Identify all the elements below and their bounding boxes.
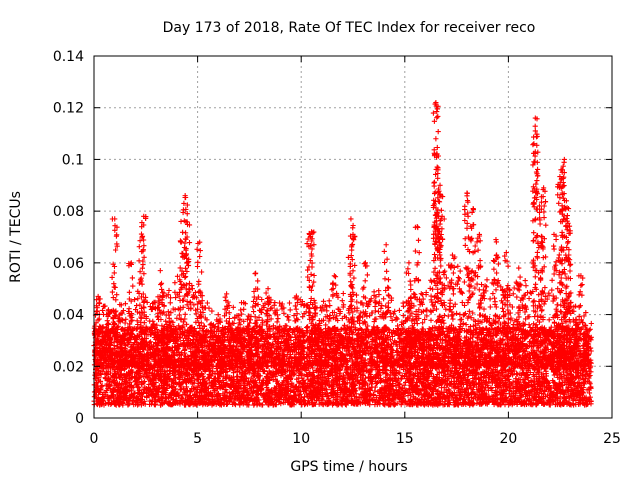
peak-point <box>308 229 315 235</box>
peak-point <box>536 203 543 209</box>
y-tick-label: 0.12 <box>53 101 84 117</box>
y-tick-label: 0.1 <box>62 152 84 168</box>
peak-point <box>141 213 147 219</box>
peak-point <box>541 185 547 191</box>
peak-point <box>532 128 538 134</box>
peak-point <box>532 115 538 121</box>
peak-point <box>561 156 567 163</box>
peak-point <box>516 265 522 271</box>
peak-point <box>439 213 445 219</box>
peak-point <box>224 291 230 297</box>
peak-point <box>182 193 188 199</box>
peak-point <box>265 286 271 292</box>
y-tick-label: 0.14 <box>53 49 84 65</box>
peak-point <box>565 205 572 212</box>
peak-point <box>178 218 184 225</box>
peak-point <box>551 231 557 238</box>
peak-point <box>559 167 565 173</box>
x-tick-label: 20 <box>499 431 517 447</box>
x-tick-label: 5 <box>193 431 202 447</box>
peak-point <box>112 216 118 222</box>
y-tick-label: 0.08 <box>53 204 84 220</box>
peak-point <box>449 252 456 258</box>
y-tick-labels: 0 0.02 0.04 0.06 0.08 0.1 0.12 0.14 <box>53 49 84 427</box>
peak-point <box>470 205 476 212</box>
peak-point <box>253 270 259 276</box>
axis-ticks <box>93 55 613 419</box>
peak-point <box>557 180 563 186</box>
peak-point <box>464 190 470 196</box>
peak-point <box>95 293 101 300</box>
peak-point <box>350 231 356 238</box>
peak-point <box>563 198 570 204</box>
peak-point <box>433 99 439 106</box>
peak-point <box>578 273 584 279</box>
chart-title: Day 173 of 2018, Rate Of TEC Index for r… <box>163 20 536 36</box>
peak-point <box>331 273 337 279</box>
y-axis-label: ROTI / TECUs <box>8 191 24 283</box>
data-points <box>91 99 594 408</box>
x-tick-labels: 0 5 10 15 20 25 <box>90 431 621 447</box>
y-tick-label: 0.04 <box>53 308 84 324</box>
peak-point <box>435 167 441 173</box>
peak-point <box>433 136 439 142</box>
x-tick-label: 25 <box>603 431 621 447</box>
y-tick-label: 0 <box>75 411 84 427</box>
scatter-markers <box>91 101 594 408</box>
peak-point <box>414 224 420 230</box>
peak-point <box>383 242 389 248</box>
peak-point <box>128 260 134 266</box>
peak-point <box>184 211 190 217</box>
y-tick-label: 0.02 <box>53 359 84 375</box>
peak-point <box>406 260 412 266</box>
x-axis-label: GPS time / hours <box>290 459 407 475</box>
peak-point <box>503 249 509 256</box>
peak-point <box>157 268 163 274</box>
x-tick-label: 0 <box>90 431 99 447</box>
peak-point <box>437 182 443 188</box>
y-tick-label: 0.06 <box>53 256 84 272</box>
peak-point <box>139 224 145 230</box>
peak-point <box>476 231 482 238</box>
plot-frame <box>93 55 613 419</box>
peak-point <box>197 239 203 245</box>
peak-point <box>348 216 354 222</box>
x-tick-label: 15 <box>396 431 414 447</box>
peak-point <box>493 236 499 243</box>
peak-point <box>362 260 369 266</box>
x-tick-label: 10 <box>292 431 310 447</box>
